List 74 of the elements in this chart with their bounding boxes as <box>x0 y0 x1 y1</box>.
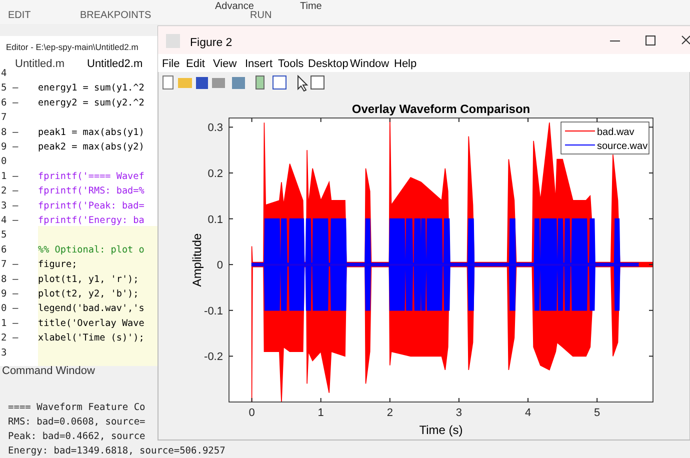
text: 5 <box>1 230 7 241</box>
text: energy1 = sum(y1.^2 <box>38 82 144 94</box>
legend-label: source.wav <box>597 141 648 152</box>
text: Tools <box>278 58 304 70</box>
y-tick-label: 0.1 <box>208 214 223 226</box>
text: 6 – <box>1 97 18 108</box>
text: 9 – <box>1 288 18 300</box>
x-tick-label: 0 <box>248 407 255 419</box>
text: 8 – <box>1 126 18 138</box>
text: Window <box>350 58 390 70</box>
y-axis-title: Amplitude <box>190 233 204 287</box>
chart-title: Overlay Waveform Comparison <box>352 102 530 116</box>
text: plot(t2, y2, 'b'); <box>38 288 139 300</box>
x-tick-label: 5 <box>594 407 600 419</box>
text: ==== Waveform Feature Co <box>8 402 146 413</box>
text: legend('bad.wav','s <box>38 303 144 314</box>
text: BREAKPOINTS <box>80 10 152 21</box>
text: fprintf('==== Wavef <box>38 170 144 182</box>
legend-label: bad.wav <box>597 127 634 138</box>
x-tick-label: 1 <box>318 407 324 419</box>
text: 2 – <box>1 332 18 344</box>
y-tick-label: -0.2 <box>204 351 223 364</box>
y-tick-label: -0.1 <box>204 305 223 318</box>
text: Time <box>300 1 322 12</box>
text: Untitled2.m <box>87 58 143 70</box>
text: 3 – <box>1 200 18 212</box>
text: 7 – <box>1 259 18 270</box>
text: 8 – <box>1 274 18 285</box>
text: Energy: bad=1349.6818, source=506.9257 <box>8 446 226 456</box>
text: 7 <box>1 112 7 124</box>
text: 1 – <box>1 170 18 182</box>
x-tick-label: 4 <box>524 407 532 419</box>
text: plot(t1, y1, 'r'); <box>38 274 139 285</box>
text: View <box>213 58 237 70</box>
text: fprintf('Peak: bad= <box>38 200 145 212</box>
text: Editor - E:\ep-spy-main\Untitled2.m <box>6 42 138 52</box>
text: RUN <box>250 10 272 21</box>
text: Insert <box>245 58 273 70</box>
text: Untitled.m <box>15 58 65 70</box>
text: xlabel('Time (s)'); <box>38 332 144 344</box>
text: 9 – <box>1 142 18 152</box>
text: EDIT <box>8 10 31 21</box>
text: Command Window <box>2 365 95 377</box>
y-tick-label: 0.3 <box>208 122 223 134</box>
text: peak2 = max(abs(y2) <box>38 142 144 152</box>
text: 5 – <box>1 82 18 94</box>
text: 0 – <box>1 303 18 314</box>
text: Help <box>394 58 417 70</box>
text: Desktop <box>308 58 348 70</box>
text: energy2 = sum(y2.^2 <box>38 97 144 108</box>
text: 3 <box>1 347 7 358</box>
text: Advance <box>215 1 254 12</box>
text: 4 – <box>1 215 18 226</box>
text: fprintf('RMS: bad=% <box>38 186 145 197</box>
text: Peak: bad=0.4662, source <box>8 431 146 442</box>
text: 1 – <box>1 318 18 329</box>
text: 4 <box>1 68 7 79</box>
y-tick-label: 0 <box>216 260 223 272</box>
text: 6 <box>1 244 7 256</box>
text: peak1 = max(abs(y1) <box>38 126 144 138</box>
text: Edit <box>186 58 205 70</box>
y-tick-label: 0.2 <box>208 168 223 180</box>
text: title('Overlay Wave <box>38 318 145 329</box>
x-tick-label: 2 <box>386 407 393 419</box>
text: 0 <box>1 156 7 168</box>
x-tick-label: 3 <box>456 407 462 419</box>
caption: Figure 2 <box>190 37 232 49</box>
text: File <box>162 58 180 70</box>
text: 2 – <box>1 186 18 197</box>
text: figure; <box>38 259 78 270</box>
text: fprintf('Energy: ba <box>38 215 144 226</box>
x-axis-title: Time (s) <box>419 423 463 437</box>
text: %% Optional: plot o <box>38 244 144 256</box>
text: RMS: bad=0.0608, source= <box>8 416 146 428</box>
